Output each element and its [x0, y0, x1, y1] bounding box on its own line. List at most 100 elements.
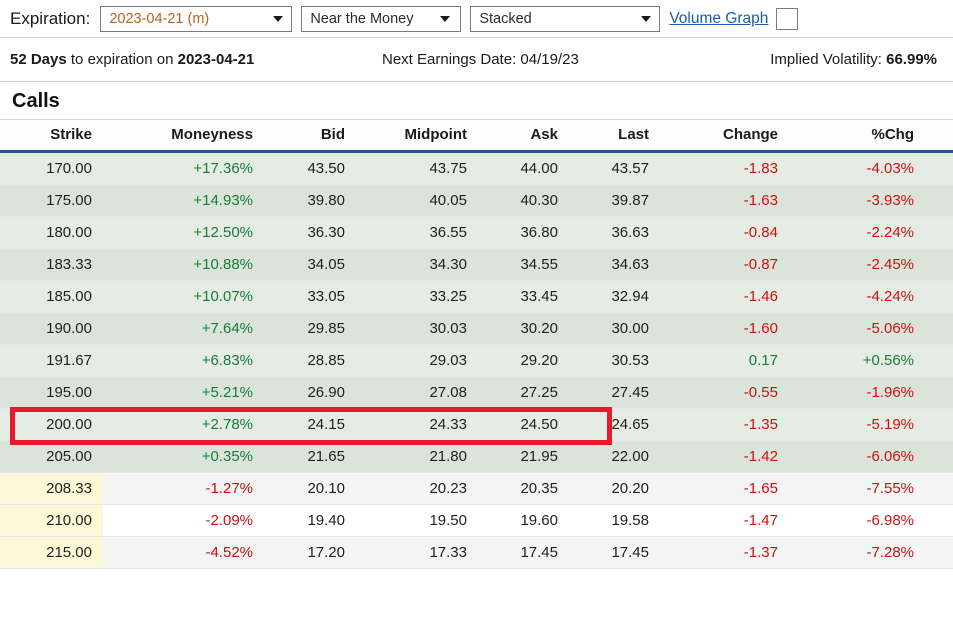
table-row[interactable]: 208.33 -1.27% 20.10 20.23 20.35 20.20 -1.65 -7.…	[0, 472, 953, 505]
cell-strike: 208.33	[0, 472, 103, 505]
cell-moneyness: -4.52%	[103, 536, 267, 569]
cell-last: 20.20	[571, 472, 668, 505]
value-pct-chg: -7.28%	[866, 544, 914, 561]
value-moneyness: -2.09%	[205, 512, 253, 529]
cell-midpoint: 36.55	[357, 216, 480, 249]
moneyness-select-value: Near the Money	[310, 10, 414, 27]
value-change: -1.63	[743, 192, 778, 209]
cell-volume: 24	[933, 280, 953, 313]
cell-change: -1.47	[668, 504, 804, 537]
table-row[interactable]: 210.00 -2.09% 19.40 19.50 19.60 19.58 -1.47 -6.…	[0, 504, 953, 537]
value-moneyness: +2.78%	[201, 416, 253, 433]
value-moneyness: +10.07%	[193, 288, 253, 305]
column-header-moneyness[interactable]: Moneyness	[103, 120, 267, 153]
value-moneyness: +12.50%	[193, 224, 253, 241]
table-row[interactable]: 200.00 +2.78% 24.15 24.33 24.50 24.65 -1.35 -5.…	[0, 408, 953, 441]
cell-change: -0.87	[668, 248, 804, 281]
column-header-strike[interactable]: Strike	[0, 120, 103, 153]
column-header-change[interactable]: Change	[668, 120, 804, 153]
cell-pct-chg: -6.06%	[804, 440, 933, 473]
cell-strike: 205.00	[0, 440, 103, 473]
implied-volatility: Implied Volatility: 66.99%	[770, 51, 937, 68]
cell-moneyness: +10.88%	[103, 248, 267, 281]
cell-change: -1.46	[668, 280, 804, 313]
value-pct-chg: -2.45%	[866, 256, 914, 273]
cell-ask: 40.30	[480, 184, 571, 217]
cell-bid: 19.40	[267, 504, 357, 537]
cell-change: -0.84	[668, 216, 804, 249]
value-change: -1.46	[743, 288, 778, 305]
cell-ask: 17.45	[480, 536, 571, 569]
table-row[interactable]: 185.00 +10.07% 33.05 33.25 33.45 32.94 -1.46 -4…	[0, 280, 953, 313]
cell-bid: 26.90	[267, 376, 357, 409]
table-row[interactable]: 170.00 +17.36% 43.50 43.75 44.00 43.57 -1.83 -4…	[0, 151, 953, 185]
cell-change: -1.60	[668, 312, 804, 345]
cell-ask: 21.95	[480, 440, 571, 473]
cell-last: 27.45	[571, 376, 668, 409]
cell-bid: 36.30	[267, 216, 357, 249]
value-change: -0.87	[743, 256, 778, 273]
table-row[interactable]: 190.00 +7.64% 29.85 30.03 30.20 30.00 -1.60 -5.…	[0, 312, 953, 345]
value-moneyness: +7.64%	[201, 320, 253, 337]
column-header-pct-chg[interactable]: %Chg	[804, 120, 933, 153]
cell-moneyness: +5.21%	[103, 376, 267, 409]
cell-ask: 29.20	[480, 344, 571, 377]
cell-midpoint: 21.80	[357, 440, 480, 473]
table-row[interactable]: 175.00 +14.93% 39.80 40.05 40.30 39.87 -1.63 -3…	[0, 184, 953, 217]
volume-graph-checkbox[interactable]	[776, 7, 799, 30]
table-row[interactable]: 183.33 +10.88% 34.05 34.30 34.55 34.63 -0.87 -2…	[0, 248, 953, 281]
display-mode-select[interactable]: Stacked	[470, 5, 661, 32]
value-moneyness: +14.93%	[193, 192, 253, 209]
value-pct-chg: -6.06%	[866, 448, 914, 465]
column-header-volume[interactable]: Volume	[933, 120, 953, 153]
value-change: -0.55	[743, 384, 778, 401]
options-chain-table-wrap: Strike Moneyness Bid Midpoint Ask Last C…	[0, 119, 953, 569]
cell-midpoint: 24.33	[357, 408, 480, 441]
expiration-date: 2023-04-21	[177, 51, 255, 68]
cell-pct-chg: +0.56%	[804, 344, 933, 377]
table-row[interactable]: 205.00 +0.35% 21.65 21.80 21.95 22.00 -1.42 -6.…	[0, 440, 953, 473]
column-header-midpoint[interactable]: Midpoint	[357, 120, 480, 153]
expiration-select[interactable]: 2023-04-21 (m)	[100, 5, 293, 32]
cell-strike: 191.67	[0, 344, 103, 377]
table-row[interactable]: 180.00 +12.50% 36.30 36.55 36.80 36.63 -0.84 -2…	[0, 216, 953, 249]
cell-bid: 17.20	[267, 536, 357, 569]
column-header-bid[interactable]: Bid	[267, 120, 357, 153]
cell-moneyness: +2.78%	[103, 408, 267, 441]
value-pct-chg: -5.19%	[866, 416, 914, 433]
value-change: 0.17	[748, 352, 778, 369]
cell-strike: 210.00	[0, 504, 103, 537]
cell-change: -0.55	[668, 376, 804, 409]
chevron-down-icon	[273, 15, 284, 22]
cell-pct-chg: -3.93%	[804, 184, 933, 217]
cell-ask: 34.55	[480, 248, 571, 281]
table-row[interactable]: 191.67 +6.83% 28.85 29.03 29.20 30.53 0.17 +0.5…	[0, 344, 953, 377]
volume-graph-link[interactable]: Volume Graph	[669, 9, 769, 27]
value-change: -1.47	[743, 512, 778, 529]
cell-last: 30.53	[571, 344, 668, 377]
cell-change: -1.42	[668, 440, 804, 473]
cell-moneyness: +7.64%	[103, 312, 267, 345]
next-earnings-date: Next Earnings Date: 04/19/23	[382, 51, 579, 68]
page-title: Calls	[12, 90, 60, 112]
cell-volume: 32	[933, 344, 953, 377]
cell-pct-chg: -7.28%	[804, 536, 933, 569]
table-header-row: Strike Moneyness Bid Midpoint Ask Last C…	[0, 120, 953, 153]
table-row[interactable]: 195.00 +5.21% 26.90 27.08 27.25 27.45 -0.55 -1.…	[0, 376, 953, 409]
options-chain-table: Strike Moneyness Bid Midpoint Ask Last C…	[0, 120, 953, 569]
moneyness-select[interactable]: Near the Money	[301, 5, 462, 32]
cell-ask: 30.20	[480, 312, 571, 345]
value-pct-chg: +0.56%	[862, 352, 914, 369]
cell-midpoint: 20.23	[357, 472, 480, 505]
value-change: -1.35	[743, 416, 778, 433]
column-header-ask[interactable]: Ask	[480, 120, 571, 153]
cell-midpoint: 17.33	[357, 536, 480, 569]
cell-strike: 170.00	[0, 151, 103, 185]
table-row[interactable]: 215.00 -4.52% 17.20 17.33 17.45 17.45 -1.37 -7.…	[0, 536, 953, 569]
cell-last: 39.87	[571, 184, 668, 217]
value-moneyness: -4.52%	[205, 544, 253, 561]
cell-midpoint: 29.03	[357, 344, 480, 377]
expiration-select-value: 2023-04-21 (m)	[109, 10, 210, 27]
value-change: -1.60	[743, 320, 778, 337]
column-header-last[interactable]: Last	[571, 120, 668, 153]
